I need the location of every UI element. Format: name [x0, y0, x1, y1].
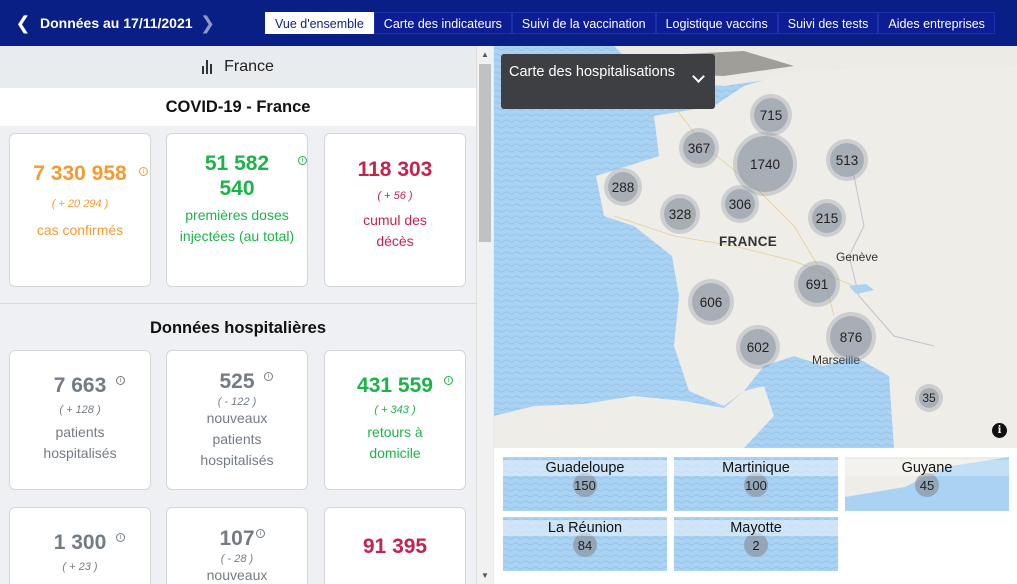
cluster-marker[interactable]: 328 [664, 198, 696, 230]
card-value: 91 395 [362, 535, 428, 558]
card-label: cas confirmés [36, 222, 124, 238]
cluster-marker[interactable]: 367 [683, 132, 715, 164]
card-patients-hospitalises[interactable]: 7 663 ( + 128 ) patients hospitalisés i [9, 350, 151, 490]
card-value: 431 559 [357, 374, 433, 397]
cluster-marker[interactable]: 306 [725, 189, 755, 219]
card-nouveaux-hospitalises[interactable]: 525 ( - 122 ) nouveaux patients hospital… [166, 350, 308, 490]
card-label: retours à domicile [367, 424, 423, 461]
card-label: cumul des décès [363, 212, 427, 249]
tab-bar: Vue d'ensemble Carte des indicateurs Sui… [265, 12, 995, 34]
cluster-marker[interactable]: 602 [740, 329, 776, 365]
tab-carte-indicateurs[interactable]: Carte des indicateurs [373, 12, 512, 34]
card-delta: ( + 56 ) [377, 190, 413, 202]
cluster-marker[interactable]: 1740 [737, 136, 793, 192]
region-label: France [224, 58, 274, 75]
card-nouvelles-reanimations[interactable]: 107 ( - 28 ) nouveaux i [166, 507, 308, 584]
stats-panel: France COVID-19 - France 7 330 958 ( + 2… [0, 46, 476, 584]
cluster-marker[interactable]: 215 [812, 203, 842, 233]
card-label: premières doses injectées (au total) [179, 207, 295, 244]
overseas-maps: 150 Guadeloupe 100 Martinique 45 Guyane … [494, 448, 1017, 584]
card-value: 7 330 958 [33, 162, 127, 185]
tab-logistique-vaccins[interactable]: Logistique vaccins [655, 12, 778, 34]
card-value: 1 300 [53, 531, 107, 554]
card-delta: ( - 122 ) [217, 396, 257, 408]
cluster-marker[interactable]: 876 [830, 316, 872, 358]
overseas-name: La Réunion [503, 520, 667, 536]
cluster-marker[interactable]: 715 [754, 98, 788, 132]
tab-suivi-tests[interactable]: Suivi des tests [777, 12, 879, 34]
scroll-up-icon[interactable]: ▲ [481, 50, 489, 59]
cluster-marker[interactable]: 606 [692, 283, 730, 321]
card-deces-hopital[interactable]: 91 395 [324, 507, 466, 584]
chevron-left-icon[interactable]: ❮ [15, 12, 31, 33]
scroll-down-icon[interactable]: ▼ [481, 571, 489, 580]
tab-vue-ensemble[interactable]: Vue d'ensemble [265, 12, 374, 34]
overseas-map-reunion[interactable]: 84 La Réunion [503, 517, 667, 571]
city-label-geneve: Genève [836, 250, 879, 264]
tab-aides-entreprises[interactable]: Aides entreprises [878, 12, 995, 34]
cluster-marker[interactable]: 84 [573, 533, 597, 557]
info-icon[interactable]: i [139, 167, 148, 176]
overseas-map-martinique[interactable]: 100 Martinique [674, 457, 838, 511]
overseas-name: Mayotte [674, 520, 838, 536]
overseas-name: Guyane [845, 460, 1009, 476]
info-icon[interactable]: i [116, 376, 125, 385]
cluster-marker[interactable]: 691 [798, 265, 836, 303]
cluster-marker[interactable]: 150 [573, 473, 597, 497]
scroll-thumb[interactable] [479, 64, 491, 242]
bar-chart-icon [202, 60, 213, 74]
overseas-map-mayotte[interactable]: 2 Mayotte [674, 517, 838, 571]
map-type-dropdown[interactable]: Carte des hospitalisations [501, 54, 715, 109]
info-icon[interactable]: i [444, 376, 453, 385]
map-type-label: Carte des hospitalisations [509, 64, 676, 80]
info-icon[interactable]: i [264, 372, 273, 381]
card-reanimation[interactable]: 1 300 ( + 23 ) i [9, 507, 151, 584]
card-delta: ( + 20 294 ) [51, 198, 109, 210]
cluster-marker[interactable]: 100 [744, 473, 768, 497]
card-delta: ( + 23 ) [62, 561, 98, 573]
overseas-name: Martinique [674, 460, 838, 476]
card-premieres-doses[interactable]: 51 582 540 premières doses injectées (au… [166, 133, 308, 287]
cluster-marker[interactable]: 45 [915, 473, 939, 497]
card-value: 118 303 [357, 158, 433, 181]
card-cas-confirmes[interactable]: 7 330 958 ( + 20 294 ) cas confirmés i [9, 133, 151, 287]
covid-section-title: COVID-19 - France [0, 88, 476, 126]
card-label: nouveaux [206, 567, 268, 583]
card-cumul-deces[interactable]: 118 303 ( + 56 ) cumul des décès [324, 133, 466, 287]
cluster-marker[interactable]: 35 [919, 388, 939, 408]
overseas-map-guyane[interactable]: 45 Guyane [845, 457, 1009, 511]
card-delta: ( + 128 ) [59, 404, 101, 416]
country-label: FRANCE [719, 234, 778, 249]
info-icon[interactable]: i [116, 533, 125, 542]
info-icon[interactable]: i [992, 423, 1007, 438]
card-value: 51 582 540 [204, 152, 270, 200]
cluster-marker[interactable]: 513 [830, 143, 864, 177]
region-selector[interactable]: France [0, 46, 476, 88]
card-retours-domicile[interactable]: 431 559 ( + 343 ) retours à domicile i [324, 350, 466, 490]
covid-cards: 7 330 958 ( + 20 294 ) cas confirmés i 5… [0, 126, 476, 306]
card-delta: ( - 28 ) [220, 553, 254, 565]
date-label: Données au 17/11/2021 [40, 15, 193, 31]
cluster-marker[interactable]: 2 [744, 533, 768, 557]
overseas-map-guadeloupe[interactable]: 150 Guadeloupe [503, 457, 667, 511]
chevron-right-icon[interactable]: ❯ [200, 12, 216, 33]
chevron-down-icon [692, 70, 705, 83]
card-delta: ( + 343 ) [374, 404, 416, 416]
hosp-section-title: Données hospitalières [0, 306, 476, 350]
section-divider [0, 303, 476, 304]
card-value: 107 [219, 527, 255, 550]
hospitalisation-map[interactable]: Carte des hospitalisations FRANCE Genève… [494, 46, 1017, 448]
card-value: 525 [219, 370, 255, 393]
card-value: 7 663 [53, 374, 107, 397]
card-label: nouveaux patients hospitalisés [200, 410, 274, 468]
scrollbar[interactable]: ▲ ▼ [476, 46, 493, 584]
cluster-marker[interactable]: 288 [608, 172, 638, 202]
info-icon[interactable]: i [256, 529, 265, 538]
overseas-name: Guadeloupe [503, 460, 667, 476]
tab-suivi-vaccination[interactable]: Suivi de la vaccination [511, 12, 656, 34]
info-icon[interactable]: i [298, 156, 307, 165]
top-navigation: ❮ Données au 17/11/2021 ❯ Vue d'ensemble… [0, 0, 1017, 46]
card-label: patients hospitalisés [43, 424, 117, 461]
